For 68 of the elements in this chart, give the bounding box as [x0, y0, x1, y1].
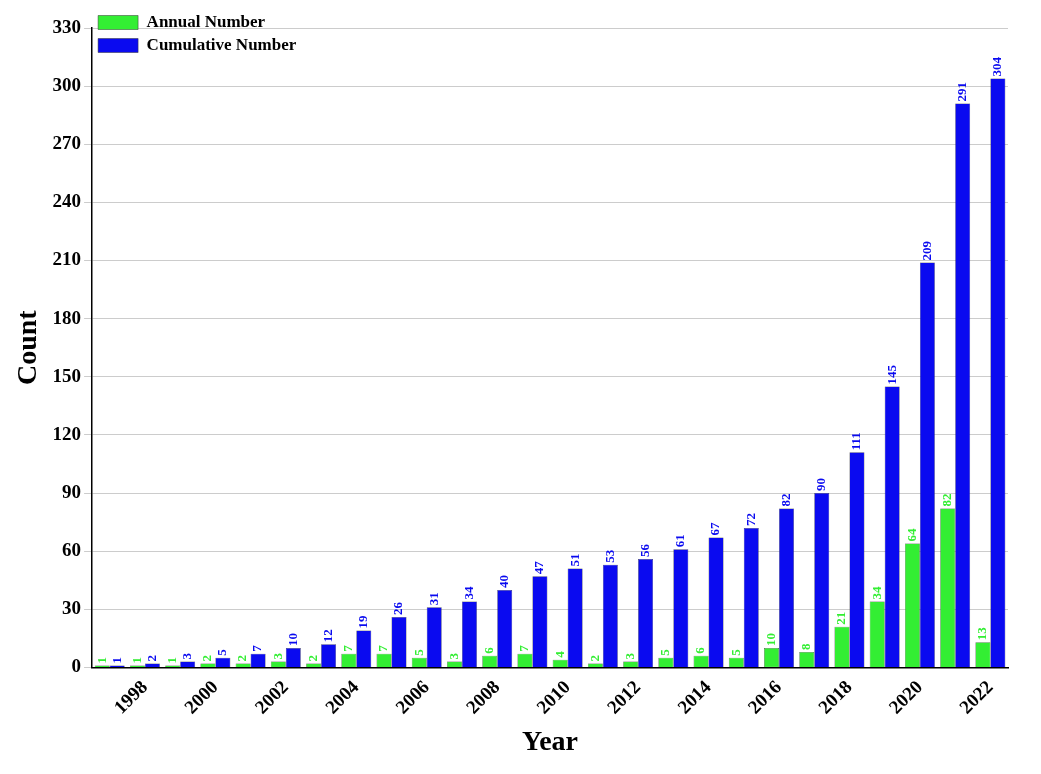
data-label: 1	[93, 656, 109, 664]
x-axis-title: Year	[522, 725, 579, 757]
data-label: 10	[762, 633, 778, 647]
data-label: 1	[128, 656, 144, 664]
legend-label: Cumulative Number	[146, 34, 297, 54]
data-label: 5	[214, 648, 230, 656]
data-label: 6	[692, 646, 708, 654]
data-label: 7	[249, 644, 265, 652]
data-label: 47	[531, 560, 547, 575]
y-tick-label: 270	[52, 132, 82, 154]
data-label: 6	[481, 646, 497, 654]
data-label: 1	[108, 656, 124, 664]
data-label: 3	[179, 652, 195, 660]
y-tick-label: 300	[52, 74, 82, 96]
data-label: 7	[340, 644, 356, 652]
data-label: 64	[903, 527, 919, 542]
y-tick-label: 120	[52, 422, 82, 444]
data-label: 12	[319, 629, 335, 643]
y-tick-label: 150	[52, 364, 82, 386]
data-label: 3	[269, 652, 285, 660]
y-tick-label: 330	[52, 15, 82, 37]
data-label: 19	[355, 615, 371, 629]
data-label: 2	[143, 655, 159, 662]
y-tick-label: 240	[52, 190, 82, 212]
data-label: 72	[742, 512, 758, 526]
data-label: 31	[425, 592, 441, 606]
data-label: 56	[636, 543, 652, 557]
data-label: 4	[551, 650, 567, 658]
data-label: 34	[868, 586, 884, 600]
data-label: 21	[833, 611, 849, 625]
y-axis-title: Count	[11, 309, 43, 386]
data-label: 2	[586, 655, 602, 662]
data-label: 8	[798, 642, 814, 650]
data-label: 53	[601, 549, 617, 563]
data-label: 51	[566, 553, 582, 567]
data-label: 291	[954, 82, 969, 102]
y-tick-label: 30	[62, 597, 82, 619]
data-label: 67	[707, 522, 723, 536]
y-tick-label: 90	[62, 480, 82, 502]
data-label: 10	[284, 633, 300, 647]
data-label: 111	[848, 432, 864, 451]
y-tick-label: 210	[52, 248, 82, 270]
y-tick-label: 60	[62, 539, 82, 561]
data-label: 26	[390, 601, 406, 616]
data-label: 90	[813, 478, 829, 492]
data-label: 145	[883, 364, 899, 385]
data-label: 2	[234, 655, 250, 662]
data-label: 34	[460, 586, 476, 600]
data-label: 3	[445, 652, 461, 660]
data-label: 7	[516, 644, 532, 652]
data-label: 304	[989, 56, 1005, 77]
y-tick-label: 180	[52, 306, 82, 328]
data-label: 82	[777, 493, 793, 507]
data-label: 7	[375, 644, 391, 652]
data-label: 82	[939, 493, 955, 507]
data-label: 5	[727, 648, 743, 656]
data-label: 2	[199, 655, 215, 662]
y-tick-label: 0	[71, 655, 82, 677]
data-label: 1	[164, 656, 180, 664]
data-label: 209	[918, 240, 934, 261]
data-label: 40	[496, 574, 512, 588]
data-label: 3	[621, 652, 637, 660]
data-label: 5	[657, 648, 673, 656]
legend-label: Annual Number	[146, 11, 266, 31]
data-label: 61	[672, 534, 688, 548]
data-label: 13	[974, 626, 990, 641]
data-label: 5	[410, 648, 426, 656]
data-label: 2	[304, 655, 320, 662]
